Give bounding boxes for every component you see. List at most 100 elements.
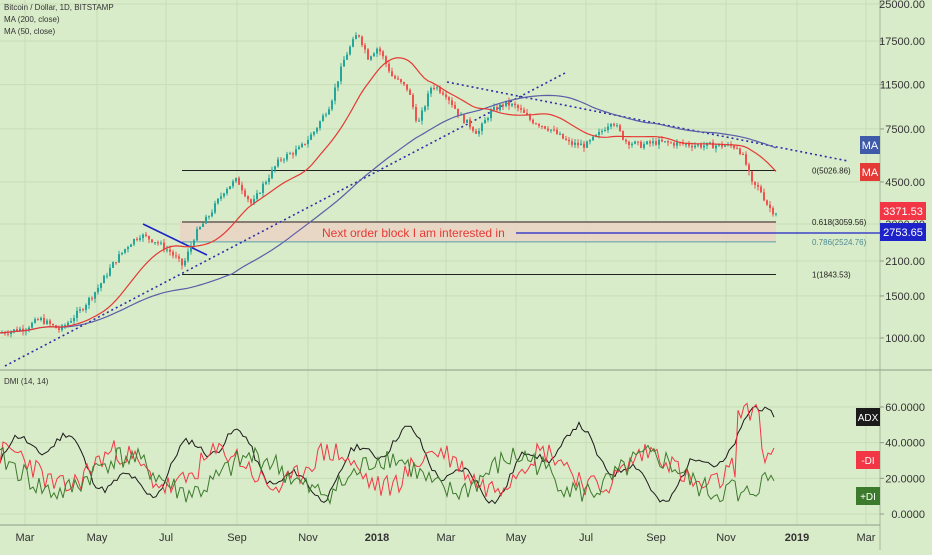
candle-body — [358, 35, 360, 37]
candle-body — [553, 129, 555, 131]
candle-body — [721, 143, 723, 147]
candle-body — [46, 320, 48, 324]
falling-trendline — [446, 81, 849, 162]
candle-body — [433, 87, 435, 89]
minus-di-line — [0, 402, 775, 498]
candle-body — [292, 153, 294, 155]
candle-body — [745, 154, 747, 165]
candle-body — [535, 123, 537, 125]
candle-body — [712, 142, 714, 149]
candle-body — [445, 94, 447, 98]
annotation-text: Next order block I am interested in — [322, 226, 505, 240]
time-axis[interactable]: Mar May Jul Sep Nov 2018 Mar May Jul Sep Nov 2019 Ma… — [16, 532, 876, 544]
candle-body — [538, 124, 540, 126]
candle-body — [196, 229, 198, 241]
candle-body — [187, 251, 189, 261]
candle-body — [397, 78, 399, 80]
dmi-tag-label: ADX — [858, 413, 879, 424]
candle-body — [496, 107, 498, 111]
candle-body — [394, 76, 396, 79]
candle-body — [760, 186, 762, 193]
time-tick-label: 2018 — [365, 532, 389, 544]
candle-body — [643, 144, 645, 148]
candle-body — [85, 304, 87, 310]
candle-body — [724, 145, 726, 147]
candle-body — [391, 71, 393, 77]
candle-body — [157, 242, 159, 244]
candle-body — [151, 239, 153, 243]
dmi-tags: ADX -DI +DI — [856, 408, 880, 505]
candle-body — [709, 142, 711, 144]
candle-body — [586, 141, 588, 148]
candle-body — [364, 45, 366, 50]
candle-body — [670, 142, 672, 144]
candle-body — [385, 56, 387, 64]
grid — [0, 0, 880, 525]
fib-label: 0.786(2524.76) — [812, 238, 867, 247]
dmi-tag — [856, 487, 880, 505]
candle-body — [406, 84, 408, 90]
candle-body — [463, 114, 465, 123]
candle-body — [514, 103, 516, 106]
candle-body — [493, 107, 495, 111]
chart-header: Bitcoin / Dollar, 1D, BITSTAMP MA (200, … — [4, 3, 114, 386]
candle-body — [415, 107, 417, 121]
candle-body — [367, 49, 369, 60]
candle-body — [457, 108, 459, 116]
candle-body — [76, 310, 78, 318]
candle-body — [289, 153, 291, 155]
dmi-tick-label: 40.0000 — [885, 438, 925, 450]
price-tick-label: 1500.00 — [885, 291, 925, 303]
candle-body — [91, 297, 93, 299]
candle-body — [217, 198, 219, 204]
candle-body — [52, 323, 54, 326]
candle-body — [655, 141, 657, 145]
candle-body — [739, 148, 741, 155]
candle-body — [340, 66, 342, 82]
candle-body — [172, 251, 174, 256]
candle-body — [322, 115, 324, 122]
candle-body — [448, 97, 450, 101]
order-block-zone — [180, 221, 776, 241]
time-tick-label: Mar — [857, 532, 876, 544]
candle-body — [466, 119, 468, 123]
candle-body — [235, 177, 237, 182]
candle-body — [661, 139, 663, 142]
dmi-axis[interactable]: 60.0000 40.0000 20.0000 0.0000 — [880, 402, 925, 521]
candle-body — [298, 146, 300, 150]
candle-body — [613, 123, 615, 126]
fib-label: 0.618(3059.56) — [812, 218, 867, 227]
candle-body — [7, 333, 9, 335]
candle-body — [307, 139, 309, 145]
ma50-legend: MA (50, close) — [4, 27, 55, 36]
candle-body — [418, 120, 420, 122]
price-axis[interactable]: 25000.0017500.0011500.007500.004500.0030… — [879, 0, 925, 345]
candle-body — [64, 325, 66, 327]
candle-body — [190, 245, 192, 252]
candle-body — [4, 332, 6, 334]
candle-body — [622, 130, 624, 140]
candle-body — [106, 275, 108, 277]
candle-body — [136, 238, 138, 240]
candle-body — [529, 115, 531, 120]
rising-trendline — [4, 71, 568, 367]
candle-body — [19, 328, 21, 332]
candle-body — [70, 321, 72, 323]
candle-body — [574, 142, 576, 145]
candle-body — [331, 100, 333, 110]
candle-body — [766, 200, 768, 205]
candle-body — [94, 292, 96, 299]
candle-body — [238, 177, 240, 185]
candle-body — [607, 126, 609, 131]
candle-body — [103, 275, 105, 284]
candle-body — [577, 142, 579, 146]
candle-body — [403, 81, 405, 85]
candle-body — [301, 143, 303, 147]
candle-body — [562, 133, 564, 139]
candle-body — [616, 125, 618, 127]
dmi-tag — [856, 408, 880, 426]
price-tick-label: 25000.00 — [879, 0, 925, 11]
candle-body — [439, 87, 441, 93]
